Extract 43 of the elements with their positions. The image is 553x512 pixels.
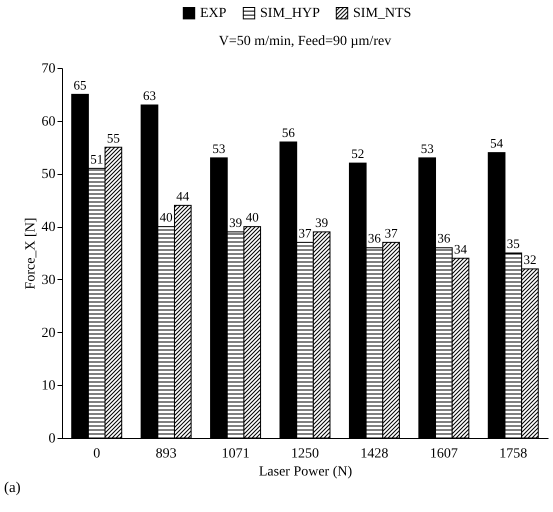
data-label: 53 bbox=[420, 140, 434, 156]
legend-label: SIM_NTS bbox=[353, 6, 412, 22]
data-label: 39 bbox=[229, 214, 242, 230]
data-label: 37 bbox=[384, 225, 398, 240]
data-label: 32 bbox=[523, 252, 536, 267]
data-label: 53 bbox=[212, 140, 226, 156]
y-tick-label: 60 bbox=[42, 114, 56, 130]
data-label: 39 bbox=[315, 214, 328, 230]
x-tick-label: 1758 bbox=[499, 446, 528, 462]
y-axis-title: Force_X [N] bbox=[24, 218, 38, 290]
y-tick-label: 30 bbox=[42, 272, 56, 288]
x-axis-title: Laser Power (N) bbox=[258, 464, 352, 480]
x-tick-label: 1071 bbox=[222, 446, 250, 462]
data-label: 54 bbox=[490, 136, 504, 151]
y-tick-label: 50 bbox=[42, 167, 56, 182]
legend-label: EXP bbox=[200, 6, 227, 22]
data-label: 56 bbox=[282, 125, 296, 140]
data-label: 35 bbox=[506, 236, 520, 251]
data-label: 40 bbox=[246, 210, 259, 225]
data-label: 65 bbox=[74, 77, 87, 92]
x-tick-label: 1607 bbox=[430, 446, 458, 462]
y-tick-label: 0 bbox=[48, 432, 56, 446]
x-tick-label: 1250 bbox=[291, 446, 319, 462]
y-tick-label: 10 bbox=[42, 378, 56, 394]
data-label: 63 bbox=[142, 88, 156, 103]
y-tick-label: 40 bbox=[42, 220, 56, 236]
data-label: 55 bbox=[106, 130, 120, 146]
data-label: 36 bbox=[437, 230, 451, 246]
text: (a) bbox=[3, 480, 22, 497]
legend-label: SIM_HYP bbox=[260, 6, 320, 22]
x-tick-label: 893 bbox=[156, 446, 177, 462]
y-tick-label: 20 bbox=[42, 326, 56, 341]
data-label: 40 bbox=[160, 210, 173, 225]
data-label: 51 bbox=[90, 151, 104, 166]
data-label: 34 bbox=[454, 241, 468, 256]
y-tick-label: 70 bbox=[42, 62, 56, 76]
data-label: 44 bbox=[176, 188, 190, 204]
x-tick-label: 1428 bbox=[360, 446, 388, 462]
data-label: 37 bbox=[298, 225, 312, 240]
x-tick-label: 0 bbox=[93, 446, 100, 462]
chart-title: V=50 m/min, Feed=90 µm/rev bbox=[218, 34, 392, 50]
data-label: 52 bbox=[351, 146, 364, 162]
data-label: 36 bbox=[368, 230, 382, 246]
